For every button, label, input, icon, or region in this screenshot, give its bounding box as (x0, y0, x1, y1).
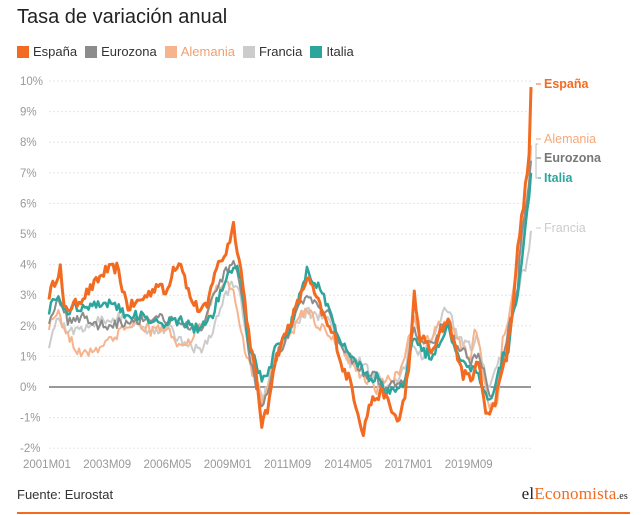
legend-swatch-francia (242, 45, 255, 58)
series-lines (47, 87, 533, 438)
legend-label-italia: Italia (326, 44, 354, 59)
legend-swatch-eurozona (85, 45, 98, 58)
y-tick-label: -1% (20, 413, 40, 425)
y-tick-label: 10% (20, 76, 43, 88)
y-tick-label: 3% (20, 290, 37, 302)
series-line-alemania (48, 145, 532, 410)
end-label: Italia (544, 171, 574, 185)
y-tick-label: 1% (20, 351, 37, 363)
y-tick-label: 6% (20, 198, 37, 210)
legend-item-francia[interactable]: Francia (242, 44, 303, 59)
legend-swatch-espana (17, 45, 29, 58)
end-label: Eurozona (544, 151, 602, 165)
end-label-bracket (535, 143, 538, 179)
logo-highlight: Economista (534, 484, 617, 503)
legend-label-francia: Francia (258, 44, 303, 59)
legend-item-alemania[interactable]: Alemania (164, 44, 235, 59)
x-tick-label: 2006M05 (144, 459, 192, 471)
y-tick-label: 2% (20, 321, 37, 333)
end-label: Francia (544, 221, 586, 235)
x-tick-label: 2009M01 (204, 459, 252, 471)
line-chart: 10%9%8%7%6%5%4%3%2%1%0%-1%-2% 2001M01 200… (20, 76, 602, 471)
x-axis: 2001M01 2003M09 2006M05 2009M01 2011M09 2014M… (23, 459, 493, 471)
y-tick-label: 4% (20, 260, 37, 272)
x-tick-label: 2019M09 (445, 459, 493, 471)
y-tick-label: 0% (20, 382, 37, 394)
end-labels: España Alemania Eurozona Italia Francia (535, 77, 602, 235)
legend: España Eurozona Alemania Francia Italia (17, 44, 362, 59)
legend-item-eurozona[interactable]: Eurozona (85, 44, 157, 59)
legend-label-espana: España (33, 44, 78, 59)
series-line-francia (48, 230, 532, 401)
y-tick-label: 8% (20, 137, 37, 149)
x-tick-label: 2003M09 (83, 459, 131, 471)
x-tick-label: 2014M05 (324, 459, 372, 471)
x-tick-label: 2001M01 (23, 459, 71, 471)
logo-suffix: .es (616, 491, 628, 502)
legend-item-espana[interactable]: España (17, 44, 77, 59)
x-tick-label: 2017M01 (385, 459, 433, 471)
y-axis: 10% 9% 8% 7% 6% 5% 4% 3% 2% 1% 0% -1% -2% (20, 76, 43, 455)
bottom-rule (17, 512, 630, 514)
y-tick-label: 7% (20, 168, 37, 180)
legend-swatch-italia (310, 45, 323, 58)
y-tick-label: -2% (20, 443, 40, 455)
end-label: Alemania (544, 132, 596, 146)
series-line-espana (47, 87, 533, 438)
end-label: España (544, 77, 590, 91)
legend-item-italia[interactable]: Italia (310, 44, 354, 59)
legend-label-alemania: Alemania (180, 44, 235, 59)
grid-lines (49, 80, 531, 449)
legend-label-eurozona: Eurozona (101, 44, 157, 59)
x-tick-label: 2011M09 (264, 459, 311, 471)
legend-swatch-alemania (164, 45, 177, 58)
chart-title: Tasa de variación anual (17, 6, 228, 28)
source-note: Fuente: Eurostat (17, 487, 114, 502)
y-tick-label: 5% (20, 229, 37, 241)
logo-pre: el (521, 484, 535, 503)
brand-logo: elEconomista.es (522, 484, 628, 504)
y-tick-label: 9% (20, 107, 37, 119)
